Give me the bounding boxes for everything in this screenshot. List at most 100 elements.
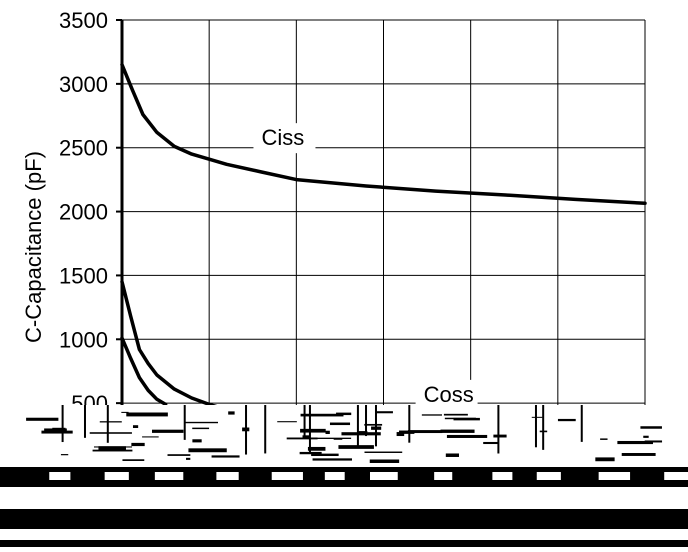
- artifact-speck: [557, 418, 576, 422]
- artifact-gap: [104, 472, 129, 480]
- annotation-background: [415, 379, 478, 410]
- artifact-gap: [434, 472, 453, 480]
- artifact-speck: [643, 435, 649, 438]
- artifact-tick: [580, 405, 583, 442]
- y-tick-label: 3500: [59, 8, 108, 33]
- artifact-tick: [497, 405, 500, 454]
- artifact-speck: [184, 421, 219, 424]
- artifact-speck: [142, 436, 159, 438]
- y-tick-label: 2000: [59, 200, 108, 225]
- artifact-tick: [356, 405, 359, 446]
- artifact-speck: [341, 432, 381, 436]
- artifact-speck: [421, 414, 442, 416]
- annotation-label-coss: Coss: [424, 382, 474, 407]
- artifact-speck: [300, 428, 326, 433]
- artifact-tick: [534, 405, 537, 448]
- artifact-speck: [99, 421, 122, 423]
- artifact-speck: [338, 445, 374, 449]
- artifact-speck: [311, 453, 339, 457]
- artifact-gap: [598, 472, 631, 480]
- artifact-speck: [132, 425, 139, 429]
- artifact-speck: [644, 440, 663, 443]
- y-tick-label: 2500: [59, 136, 108, 161]
- artifact-speck: [302, 435, 310, 439]
- y-tick-label: 3000: [59, 72, 108, 97]
- series-line-coss: [120, 280, 229, 412]
- artifact-gap: [370, 472, 398, 480]
- artifact-speck: [307, 446, 326, 451]
- artifact-speck: [126, 412, 168, 417]
- artifact-speck: [336, 412, 352, 416]
- artifact-gap: [216, 472, 239, 480]
- y-axis-label: C-Capacitance (pF): [21, 151, 46, 343]
- artifact-speck: [152, 429, 184, 433]
- artifact-speck: [329, 422, 351, 426]
- artifact-speck: [286, 437, 318, 440]
- artifact-speck: [186, 457, 191, 460]
- annotation-label-ciss: Ciss: [261, 125, 304, 150]
- artifact-speck: [312, 458, 352, 461]
- artifact-speck: [228, 411, 235, 415]
- artifact-speck: [399, 430, 415, 434]
- artifact-gap: [49, 472, 71, 480]
- artifact-speck: [621, 453, 656, 456]
- artifact-tick: [245, 405, 248, 455]
- artifact-speck: [277, 421, 297, 423]
- artifact-speck: [167, 454, 191, 456]
- artifact-speck: [192, 439, 202, 443]
- artifact-speck: [44, 428, 67, 433]
- artifact-speck: [364, 451, 403, 453]
- artifact-speck: [325, 430, 330, 435]
- artifact-gap: [271, 472, 303, 480]
- artifact-speck: [92, 449, 133, 452]
- artifact-tick: [303, 405, 306, 437]
- artifact-speck: [483, 441, 498, 445]
- artifact-speck: [121, 411, 129, 413]
- artifact-speck: [192, 427, 210, 430]
- artifact-speck: [26, 417, 59, 421]
- series-layer: [120, 62, 647, 412]
- artifact-speck: [595, 457, 615, 462]
- artifact-speck: [364, 423, 383, 426]
- artifact-speck: [531, 416, 543, 418]
- artifact-speck: [493, 434, 507, 438]
- y-tick-label: 1500: [59, 263, 108, 288]
- artifact-tick: [264, 405, 267, 454]
- artifact-speck: [300, 413, 344, 417]
- artifact-gap: [492, 472, 513, 480]
- plot-frame: [116, 19, 646, 468]
- artifact-speck: [211, 455, 240, 458]
- artifact-tick: [183, 405, 186, 440]
- artifact-tick: [308, 405, 311, 453]
- artifact-speck: [299, 451, 322, 455]
- artifact-gap: [536, 472, 561, 480]
- scan-artifacts: [0, 405, 688, 547]
- artifact-tick: [365, 405, 368, 437]
- artifact-speck: [396, 432, 405, 437]
- artifact-tick: [542, 405, 545, 450]
- artifact-speck: [98, 446, 126, 451]
- annotations: Ciss Coss: [253, 123, 478, 410]
- artifact-gap: [324, 472, 345, 480]
- artifact-speck: [89, 432, 132, 434]
- artifact-speck: [369, 459, 400, 463]
- artifact-tick: [61, 405, 64, 443]
- artifact-speck: [617, 440, 653, 445]
- artifact-speck: [640, 426, 662, 429]
- artifact-tick: [408, 405, 411, 443]
- artifact-band: [0, 540, 688, 547]
- artifact-speck: [311, 437, 352, 439]
- artifact-tick: [106, 405, 109, 443]
- artifact-speck: [407, 430, 443, 434]
- series-line-ciss: [120, 62, 647, 206]
- artifact-speck: [122, 459, 145, 461]
- artifact-speck: [375, 411, 393, 414]
- artifact-speck: [440, 429, 475, 433]
- artifact-speck: [600, 438, 608, 440]
- artifact-band: [0, 509, 688, 529]
- artifact-band: [0, 405, 688, 467]
- artifact-gap: [664, 472, 688, 480]
- artifact-tick: [83, 405, 86, 438]
